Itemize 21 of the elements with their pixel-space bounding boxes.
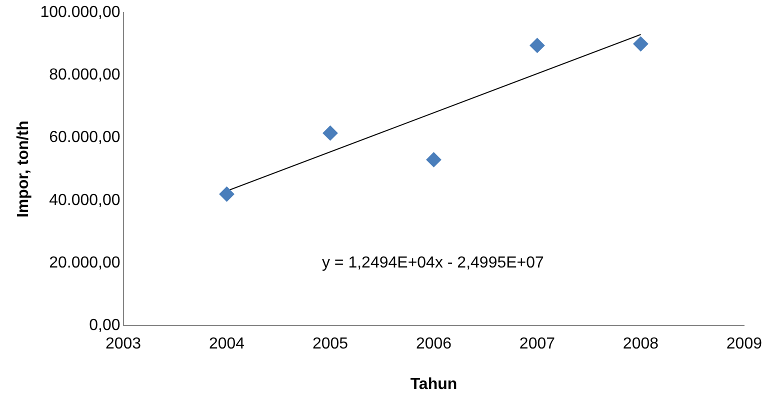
x-tick-label: 2007 [519,336,556,353]
x-tick-label: 2009 [726,336,762,353]
y-tick-label: 60.000,00 [49,129,120,146]
annotation: y = 1,2494E+04x - 2,4995E+07 [322,254,544,272]
y-tick-label: 100.000,00 [40,4,120,22]
point [426,152,442,168]
point [530,38,545,53]
x-tick-label: 2008 [622,336,659,353]
x-axis-title: Tahun [410,376,458,393]
y-tick-label: 20.000,00 [49,254,120,272]
x-tick-label: 2004 [208,336,245,353]
point [219,186,234,202]
y-tick-label: 80.000,00 [49,66,120,84]
x-tick-label: 2005 [312,336,348,353]
point [633,36,648,52]
point [322,126,338,141]
x-tick-label: 2006 [416,336,452,353]
y-tick-label: 0,00 [89,317,120,334]
y-tick-label: 40.000,00 [49,192,120,209]
y-axis-title: Impor, ton/th [15,120,32,218]
x-tick-label: 2003 [105,336,142,353]
